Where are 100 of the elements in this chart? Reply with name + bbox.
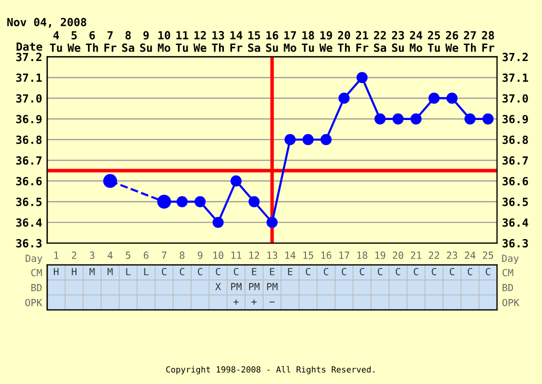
text: C	[450, 268, 454, 276]
x-tick-label: 18 Tu	[302, 31, 314, 52]
y2-tick-label: 36.8	[502, 136, 528, 144]
x-tick-label: 13 Th	[212, 31, 224, 52]
y2-tick-label: CM	[502, 268, 514, 276]
x-tick-label: 15	[303, 252, 314, 259]
text: C	[234, 268, 238, 276]
y2-tick-label: 36.4	[502, 218, 528, 227]
x-tick-label: 3	[90, 252, 94, 259]
text: PM	[267, 283, 278, 290]
y-tick-label: 36.4	[16, 218, 42, 227]
text: E	[252, 268, 256, 276]
x-tick-label: 11 Tu	[176, 31, 188, 52]
text: PM	[249, 283, 260, 290]
y-tick-label: 36.8	[16, 136, 42, 144]
x-tick-label: 17 Mo	[284, 31, 296, 52]
text: +	[234, 300, 239, 305]
x-tick-label: 21 Fr	[356, 31, 368, 52]
text: E	[288, 268, 292, 276]
y2-tick-label: 36.5	[502, 198, 528, 206]
x-tick-label: 12	[249, 252, 260, 259]
y-tick-label: 37.0	[16, 94, 42, 103]
text: L	[144, 268, 149, 276]
x-tick-label: 5 We	[67, 31, 80, 52]
point	[103, 174, 118, 188]
text: C	[180, 268, 184, 276]
text: C	[198, 268, 202, 276]
x-tick-label: 23 Su	[392, 31, 404, 52]
point	[392, 113, 404, 124]
text: Day	[502, 254, 519, 264]
y-tick-label: 36.6	[16, 176, 42, 186]
x-tick-label: 10	[213, 252, 224, 259]
x-tick-label: 8 Sa	[122, 31, 134, 52]
x-tick-label: 20 Th	[338, 31, 350, 52]
x-axis-title: Date	[16, 42, 42, 51]
text: C	[342, 268, 346, 276]
x-tick-label: 4	[108, 252, 113, 259]
text: C	[162, 268, 166, 276]
y-tick-label: 36.5	[16, 198, 42, 206]
x-tick-label: 27 Th	[464, 31, 476, 52]
text: C	[360, 268, 364, 276]
x-tick-label: 7 Fr	[104, 31, 116, 52]
point	[248, 196, 260, 208]
text: C	[378, 268, 382, 276]
point	[230, 175, 242, 187]
point	[356, 72, 368, 84]
x-tick-label: 23	[446, 252, 458, 259]
y-tick-label: 36.3	[16, 239, 42, 248]
y2-tick-label: 36.7	[502, 156, 528, 165]
x-tick-label: 25	[482, 252, 494, 259]
point	[410, 113, 422, 124]
y2-tick-label: 37.2	[502, 52, 528, 62]
point	[482, 113, 494, 124]
text: H	[72, 268, 76, 276]
x-tick-label: 13	[267, 252, 278, 259]
x-tick-label: 5	[126, 252, 130, 259]
text: C	[468, 268, 472, 276]
x-tick-label: 19 We	[319, 31, 332, 52]
y2-tick-label: 37.1	[502, 74, 528, 82]
x-tick-label: 21	[410, 252, 422, 259]
text: M	[90, 268, 95, 276]
x-tick-label: 10 Mo	[158, 31, 170, 52]
y-tick-label: 36.9	[16, 114, 42, 124]
y2-tick-label: 36.9	[502, 114, 528, 124]
x-tick-label: 16	[321, 252, 332, 259]
x-tick-label: 1	[54, 252, 58, 259]
point	[302, 134, 314, 146]
text: C	[414, 268, 418, 276]
point	[464, 113, 476, 124]
x-tick-label: 24	[464, 252, 476, 259]
text: Copyright 1998-2008 - All Rights Reserved.	[166, 366, 374, 374]
point	[374, 113, 386, 124]
point	[266, 216, 278, 228]
y2-tick-label: OPK	[502, 298, 520, 306]
x-tick-label: 19	[375, 252, 386, 259]
y2-tick-label: BD	[502, 284, 513, 292]
x-tick-label: 22	[428, 252, 440, 259]
x-tick-label: 9 Su	[140, 31, 152, 52]
x-tick-label: 2	[72, 252, 76, 259]
point	[194, 196, 206, 208]
x-tick-label: 12 We	[193, 31, 206, 52]
x-tick-label: 9	[198, 252, 202, 259]
text: +	[252, 300, 257, 305]
y-tick-label: 37.1	[16, 74, 42, 82]
point	[446, 92, 458, 104]
text: C	[324, 268, 328, 276]
point	[212, 216, 224, 228]
x-tick-label: 15 Sa	[248, 31, 260, 52]
point	[338, 92, 350, 104]
y-tick-label: CM	[31, 268, 42, 276]
text: X	[215, 283, 221, 290]
y-tick-label: 37.2	[16, 52, 42, 62]
x-tick-label: 14	[285, 252, 296, 259]
x-tick-label: 17	[339, 252, 350, 259]
x-tick-label: 11	[231, 252, 242, 259]
x-tick-label: 6	[144, 252, 148, 259]
text: H	[54, 268, 58, 276]
y2-tick-label: 36.3	[502, 239, 528, 248]
y2-tick-label: 37.0	[502, 94, 528, 103]
text: C	[432, 268, 436, 276]
